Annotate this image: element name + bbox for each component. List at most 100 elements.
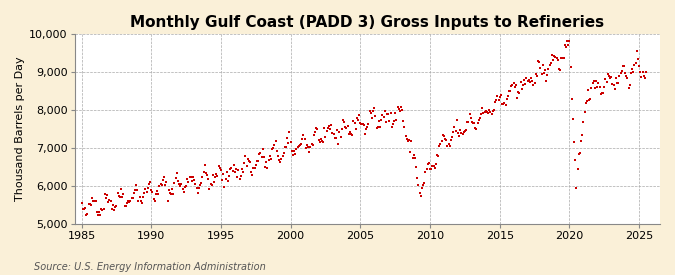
Point [405, 150, 416, 154]
Point [413, 183, 424, 187]
Point [126, 195, 137, 200]
Point [273, 154, 284, 158]
Point [629, 63, 640, 67]
Point [510, 85, 520, 89]
Point [217, 177, 227, 182]
Point [635, 70, 646, 74]
Point [263, 158, 274, 163]
Point [210, 174, 221, 179]
Point [313, 138, 324, 142]
Point [348, 119, 359, 123]
Point [269, 143, 279, 147]
Point [212, 174, 223, 178]
Text: Source: U.S. Energy Information Administration: Source: U.S. Energy Information Administ… [34, 262, 265, 272]
Point [134, 194, 145, 199]
Point [321, 129, 332, 133]
Point [457, 131, 468, 136]
Point [227, 169, 238, 173]
Point [636, 75, 647, 79]
Point [315, 139, 325, 144]
Point [406, 138, 417, 143]
Point [389, 111, 400, 115]
Point [310, 126, 321, 130]
Point [283, 141, 294, 145]
Point [308, 133, 319, 138]
Point [81, 213, 92, 218]
Point [175, 184, 186, 189]
Point [323, 126, 333, 130]
Point [146, 188, 157, 192]
Point [248, 166, 259, 170]
Point [220, 177, 231, 182]
Point [157, 183, 167, 188]
Point [521, 76, 532, 81]
Point [132, 188, 142, 192]
Point [300, 145, 311, 150]
Point [365, 111, 376, 116]
Point [360, 131, 371, 136]
Point [171, 170, 182, 175]
Point [244, 160, 255, 164]
Point [140, 187, 151, 192]
Point [586, 86, 597, 90]
Point [578, 119, 589, 124]
Point [286, 140, 296, 145]
Point [537, 63, 548, 67]
Point [528, 83, 539, 87]
Point [344, 132, 354, 136]
Point [552, 58, 563, 62]
Point [113, 194, 124, 198]
Point [564, 38, 575, 43]
Point [89, 199, 100, 204]
Point [499, 100, 510, 105]
Point [223, 179, 234, 183]
Point [104, 198, 115, 203]
Point [458, 130, 469, 134]
Point [543, 67, 554, 72]
Point [460, 129, 470, 133]
Point [184, 175, 195, 180]
Point [122, 200, 132, 205]
Point [566, 97, 577, 101]
Point [200, 170, 211, 175]
Point [159, 174, 169, 179]
Point [550, 55, 561, 59]
Point [600, 77, 611, 81]
Point [161, 180, 171, 184]
Point [396, 104, 406, 109]
Point [554, 66, 564, 71]
Point [144, 180, 155, 185]
Point [178, 186, 188, 191]
Point [218, 172, 229, 176]
Point [154, 183, 165, 188]
Point [136, 201, 147, 205]
Point [576, 138, 587, 143]
Point [297, 137, 308, 141]
Point [318, 139, 329, 144]
Point [539, 71, 549, 76]
Point [213, 164, 224, 168]
Point [275, 159, 286, 164]
Point [415, 194, 426, 199]
Point [502, 94, 513, 98]
Point [183, 180, 194, 184]
Point [418, 181, 429, 185]
Point [186, 174, 196, 179]
Point [323, 124, 334, 128]
Point [76, 201, 87, 205]
Point [470, 126, 481, 130]
Point [338, 117, 348, 122]
Point [191, 185, 202, 190]
Point [320, 135, 331, 139]
Point [252, 158, 263, 163]
Point [436, 139, 447, 144]
Point [443, 142, 454, 146]
Point [439, 137, 450, 141]
Point [587, 81, 598, 85]
Point [142, 185, 153, 190]
Point [176, 182, 187, 186]
Point [181, 184, 192, 188]
Point [452, 131, 463, 135]
Point [386, 125, 397, 129]
Point [515, 79, 526, 84]
